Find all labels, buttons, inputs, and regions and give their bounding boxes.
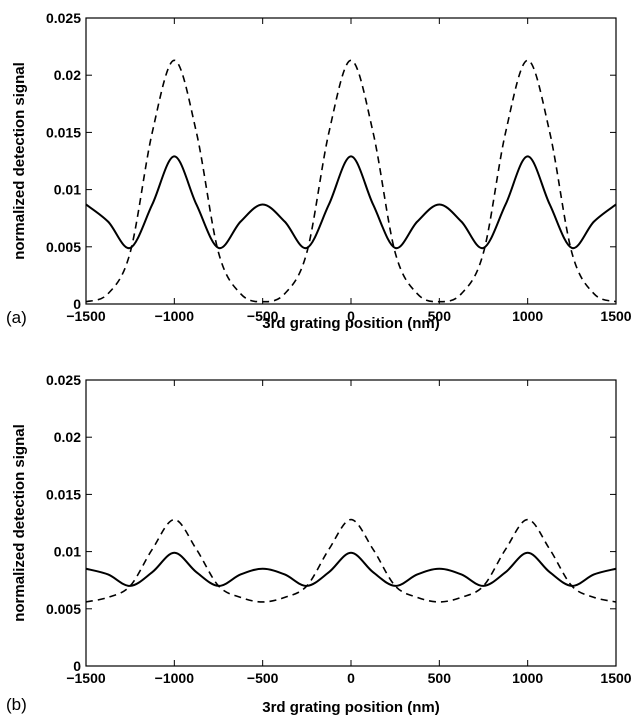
y-tick-label: 0.005 — [46, 601, 81, 617]
x-tick-label: 500 — [428, 308, 452, 324]
y-tick-label: 0.025 — [46, 10, 81, 26]
x-tick-label: 1000 — [512, 308, 543, 324]
x-tick-label: 0 — [347, 308, 355, 324]
chart-panel-b: −1500 −1000 −500 0 500 1000 1500 0 0.005 0.01 0.01… — [6, 372, 632, 716]
plot-frame — [85, 379, 617, 667]
x-tick-label: 0 — [347, 670, 355, 686]
x-tick-label: −1500 — [66, 670, 106, 686]
x-tick-label: −500 — [247, 308, 279, 324]
y-tick-label: 0 — [73, 296, 81, 312]
chart-panel-a: −1500 −1000 −500 0 500 1000 1500 0 0.005 0.01 0.01… — [6, 10, 632, 332]
series-line-dashed — [85, 518, 617, 603]
y-tick-label: 0 — [73, 658, 81, 674]
x-tick-label: −500 — [247, 670, 279, 686]
x-tick-label: −1000 — [155, 308, 195, 324]
y-axis-label: normalized detection signal — [11, 62, 28, 260]
panel-label: (a) — [6, 308, 27, 327]
y-axis-label: normalized detection signal — [11, 424, 28, 622]
panel-label: (b) — [6, 695, 27, 714]
y-tick-label: 0.005 — [46, 239, 81, 255]
x-tick-label: 1000 — [512, 670, 543, 686]
series-line-solid — [85, 551, 617, 587]
y-tick-label: 0.02 — [54, 67, 81, 83]
x-tick-label: 500 — [428, 670, 452, 686]
series-line-solid — [85, 155, 617, 249]
series-line-dashed — [85, 59, 617, 303]
x-tick-label: 1500 — [600, 670, 631, 686]
y-tick-label: 0.01 — [54, 182, 81, 198]
y-tick-label: 0.02 — [54, 429, 81, 445]
y-tick-label: 0.015 — [46, 124, 81, 140]
x-axis-label: 3rd grating position (nm) — [262, 699, 440, 716]
x-axis-label: 3rd grating position (nm) — [262, 315, 440, 332]
x-tick-label: 1500 — [600, 308, 631, 324]
y-tick-label: 0.025 — [46, 372, 81, 388]
x-tick-label: −1000 — [155, 670, 195, 686]
y-tick-label: 0.01 — [54, 544, 81, 560]
x-tick-label: −1500 — [66, 308, 106, 324]
y-tick-label: 0.015 — [46, 486, 81, 502]
